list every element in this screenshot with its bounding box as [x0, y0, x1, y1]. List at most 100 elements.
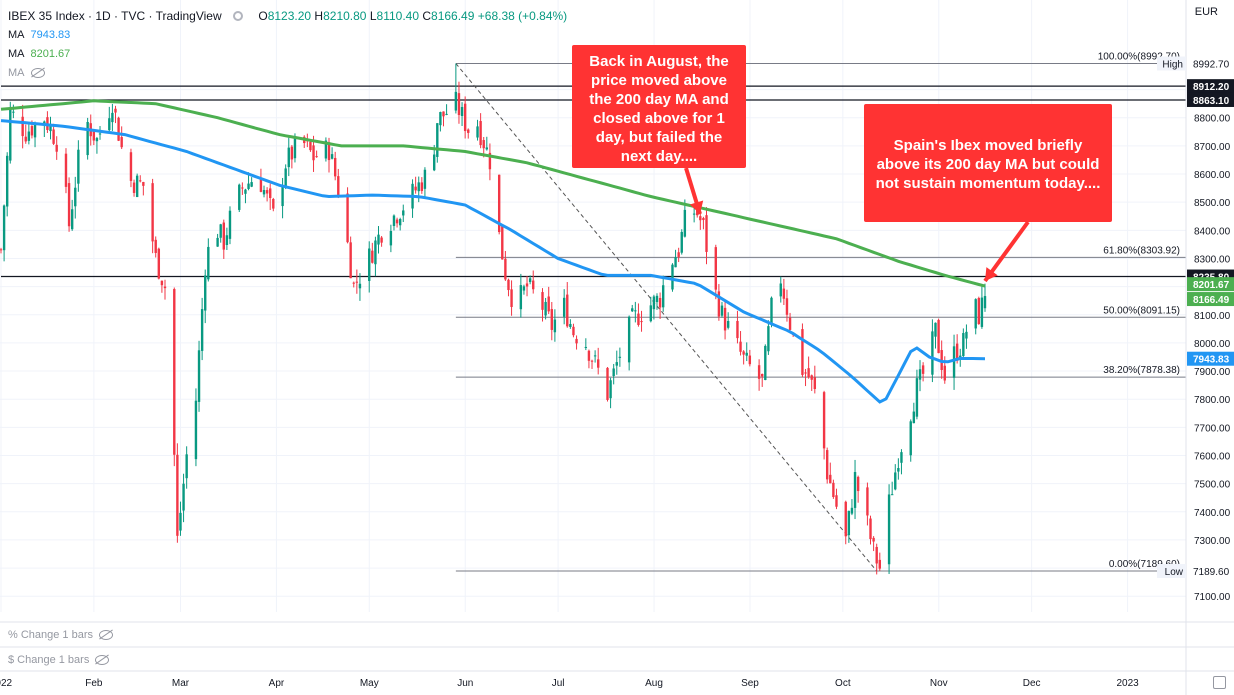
annotation-line: day, but failed the [595, 129, 723, 146]
candle-body [696, 208, 699, 216]
candle-body [269, 188, 272, 199]
candle-body [965, 331, 968, 339]
candle-body [522, 286, 526, 291]
candle-body [395, 219, 399, 224]
candle-body [943, 365, 946, 381]
candle-body [374, 240, 377, 265]
time-tick-label: Apr [269, 678, 285, 689]
candle-body [977, 298, 981, 325]
candle-body [770, 297, 773, 324]
candle-body [627, 316, 631, 363]
arrow-today-head [985, 267, 998, 281]
candle-body [748, 355, 752, 365]
candle-body [12, 111, 15, 113]
candle-body [241, 187, 244, 189]
trendline-dashed [455, 63, 878, 572]
candle-body [349, 242, 352, 279]
candle-body [634, 310, 637, 312]
candle-body [782, 288, 786, 299]
candle-body [597, 359, 600, 368]
candle-body [590, 360, 594, 362]
price-tag-label: 8201.67 [1193, 280, 1230, 291]
hidden-eye-icon[interactable] [99, 630, 113, 641]
indicator-ma-hidden[interactable]: MA [8, 67, 45, 79]
candle-body [337, 176, 340, 196]
price-tag-label: 8166.49 [1193, 295, 1230, 306]
symbol-title[interactable]: IBEX 35 Index · 1D · TVC · TradingView [8, 9, 222, 23]
subpane-dollar-change[interactable]: $ Change 1 bars [8, 654, 110, 666]
candle-body [182, 483, 185, 511]
candle-body [550, 309, 553, 330]
candle-body [250, 182, 253, 187]
candle-body [955, 343, 959, 361]
candle-body [915, 378, 919, 417]
price-tick-label: 7300.00 [1194, 536, 1231, 547]
candle-body [108, 118, 111, 131]
price-tag [1187, 351, 1234, 366]
candle-body [652, 296, 656, 310]
candle-body [222, 222, 225, 250]
price-tick-label: 8300.00 [1194, 254, 1231, 265]
candle-body [402, 210, 405, 216]
candle-body [832, 482, 835, 497]
candle-body [869, 518, 872, 540]
fib-level-label: 0.00%(7189.60) [1109, 559, 1180, 570]
price-tick-label: 8100.00 [1194, 311, 1231, 322]
currency-label[interactable]: EUR [1194, 6, 1218, 18]
candle-body [173, 289, 176, 455]
candle-body [525, 283, 529, 287]
candle-body [179, 512, 182, 531]
candle-body [810, 375, 813, 380]
candle-body [436, 123, 439, 157]
candle-body [287, 147, 290, 168]
hidden-eye-icon[interactable] [30, 68, 45, 79]
candle-body [423, 169, 427, 189]
time-tick-label: 2022 [0, 678, 13, 689]
time-tick-label: May [360, 678, 379, 689]
candle-body [900, 452, 903, 463]
candle-body [439, 112, 442, 126]
indicator-ma-slow[interactable]: MA 8201.67 [8, 48, 70, 60]
candle-body [510, 289, 513, 307]
open-value: 8123.20 [267, 9, 312, 23]
indicator-ma-fast[interactable]: MA 7943.83 [8, 29, 70, 41]
low-label: L [369, 9, 377, 23]
candle-body [887, 494, 891, 565]
time-tick-label: Feb [85, 678, 103, 689]
candle-body [219, 224, 222, 238]
subpane-label: $ Change 1 bars [8, 654, 90, 666]
settings-icon[interactable] [233, 11, 243, 21]
candle-body [64, 153, 68, 187]
candle-body [692, 213, 696, 215]
candle-body [788, 317, 792, 330]
annotation-august: Back in August, the price moved above th… [572, 45, 746, 168]
high-value: 8210.80 [323, 9, 367, 23]
price-tick-label: 7700.00 [1194, 423, 1231, 434]
candle-body [132, 182, 136, 193]
candle-body [281, 185, 284, 207]
candle-body [507, 279, 510, 291]
time-tick-label: Oct [835, 678, 851, 689]
candle-body [284, 168, 287, 188]
fib-level-label: 100.00%(8992.70) [1098, 52, 1180, 63]
price-tag-label: 7943.83 [1193, 355, 1230, 366]
candle-body [702, 218, 705, 221]
annotation-arrows [684, 167, 1030, 283]
price-tick-label: 7100.00 [1194, 592, 1231, 603]
candle-body [720, 305, 724, 316]
candle-body [433, 154, 436, 171]
candle-body [463, 103, 467, 132]
candle-body [151, 183, 154, 242]
subpane-percent-change[interactable]: % Change 1 bars [8, 629, 113, 641]
time-tick-label: Sep [741, 678, 759, 689]
candle-body [207, 246, 210, 280]
indicator-value: 7943.83 [30, 29, 71, 41]
candle-body [983, 296, 987, 309]
calendar-icon[interactable] [1213, 676, 1226, 689]
time-axis[interactable]: 2022 Feb Mar Apr May Jun Jul Aug Sep Oct Nov Dec 202… [0, 678, 1139, 689]
fib-level-label: 38.20%(7878.38) [1103, 365, 1180, 376]
hidden-eye-icon[interactable] [95, 655, 110, 666]
candle-body [457, 93, 461, 116]
price-tick-label: 8500.00 [1194, 198, 1231, 209]
candle-body [631, 308, 634, 312]
